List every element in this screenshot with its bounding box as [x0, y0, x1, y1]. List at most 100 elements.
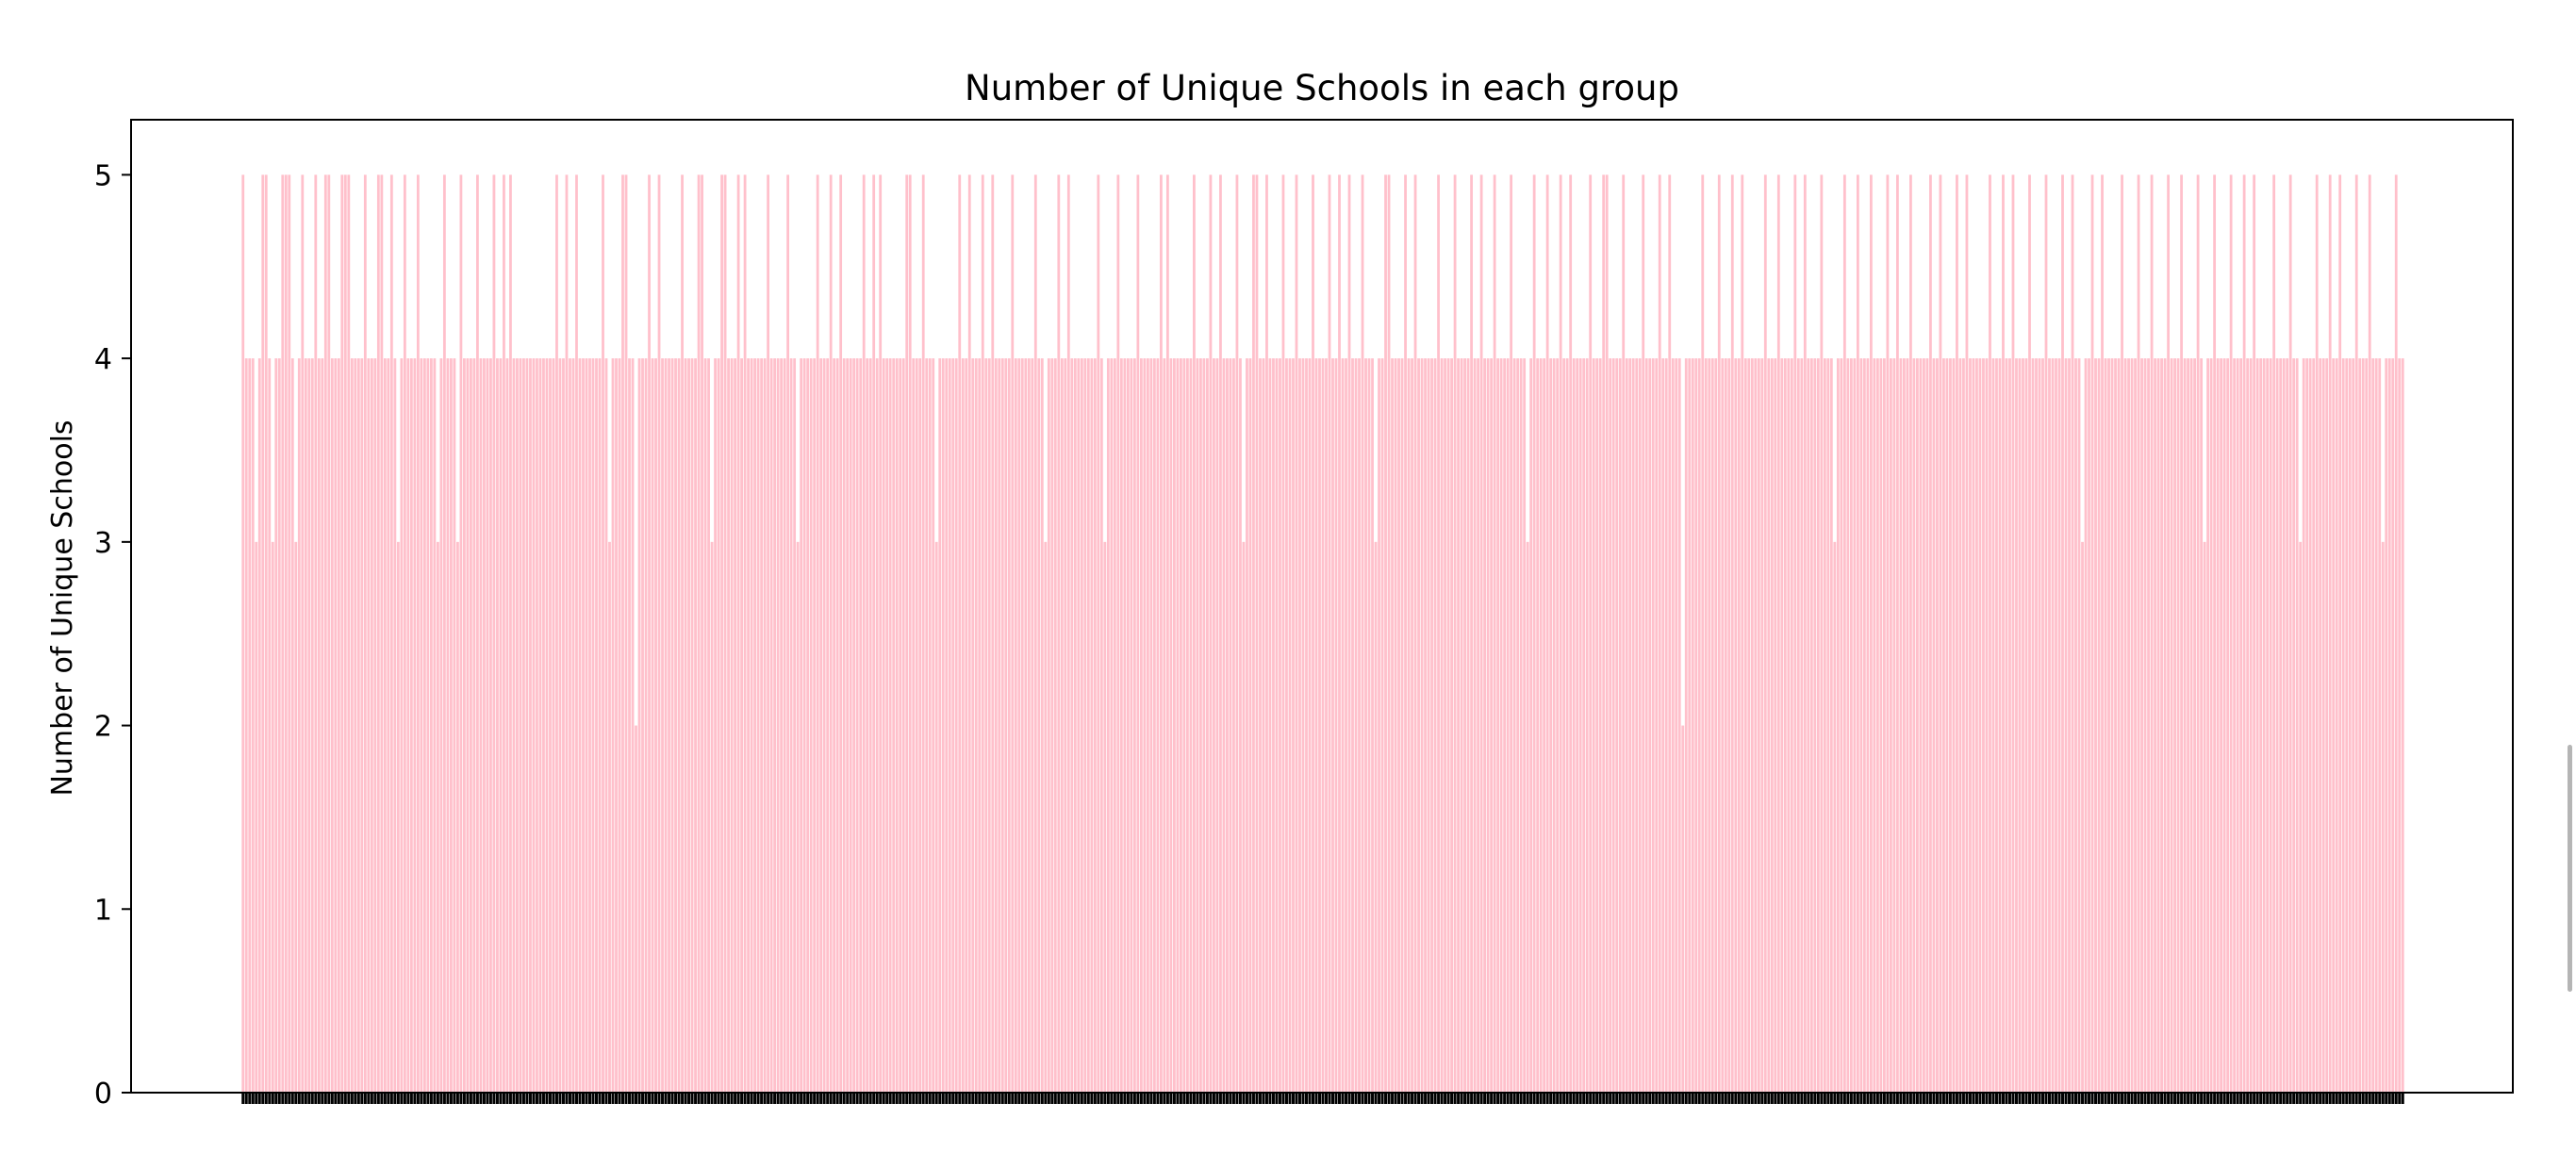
- bar: [2154, 358, 2156, 1093]
- bar: [1215, 358, 1219, 1093]
- bar: [1298, 358, 1301, 1093]
- bar: [409, 358, 413, 1093]
- bar: [542, 358, 545, 1093]
- bar: [879, 174, 883, 1094]
- bar: [2187, 358, 2189, 1093]
- bar: [1053, 358, 1057, 1093]
- bar: [895, 358, 899, 1093]
- bar: [648, 174, 651, 1094]
- bar: [717, 358, 720, 1093]
- bar: [1199, 358, 1202, 1093]
- bar: [2332, 358, 2336, 1093]
- bar: [376, 174, 380, 1094]
- bar: [2220, 358, 2223, 1093]
- bar: [1565, 358, 1569, 1093]
- bar: [1998, 358, 2002, 1093]
- bar: [1070, 358, 1074, 1093]
- bar: [783, 358, 786, 1093]
- vertical-scrollbar[interactable]: [2568, 745, 2572, 992]
- bar: [1578, 358, 1582, 1093]
- y-tick-label: 3: [94, 527, 112, 560]
- bar: [2266, 358, 2270, 1093]
- bar: [2222, 358, 2226, 1093]
- bar: [1057, 174, 1061, 1094]
- bar: [483, 358, 486, 1093]
- bar: [934, 541, 938, 1093]
- bar: [1754, 358, 1758, 1093]
- bar: [591, 358, 595, 1093]
- bar: [1949, 358, 1952, 1093]
- bar: [1305, 358, 1308, 1093]
- bar: [1325, 358, 1328, 1093]
- bar: [747, 358, 750, 1093]
- bar: [264, 174, 268, 1094]
- bar: [2041, 358, 2044, 1093]
- bar: [1727, 358, 1731, 1093]
- bar: [1602, 174, 1606, 1094]
- bar: [978, 358, 982, 1093]
- bar: [1496, 358, 1500, 1093]
- bar: [1638, 358, 1642, 1093]
- bar: [1952, 358, 1956, 1093]
- bar: [356, 358, 360, 1093]
- bar: [1446, 358, 1450, 1093]
- bar: [1193, 174, 1196, 1094]
- bar: [701, 174, 703, 1094]
- bar: [1338, 174, 1341, 1094]
- bar: [1143, 358, 1147, 1093]
- bar: [1956, 174, 1958, 1094]
- bar: [367, 358, 371, 1093]
- bar: [2051, 358, 2055, 1093]
- bar: [690, 358, 694, 1093]
- bar: [1615, 358, 1619, 1093]
- bar: [769, 358, 773, 1093]
- bar: [536, 358, 538, 1093]
- bar: [1347, 174, 1351, 1094]
- bar: [1213, 358, 1215, 1093]
- bar: [1473, 358, 1477, 1093]
- bar: [271, 541, 274, 1093]
- bar: [472, 358, 476, 1093]
- bar: [697, 174, 701, 1094]
- bar: [1916, 358, 1919, 1093]
- bar: [1378, 358, 1380, 1093]
- bar: [1975, 358, 1978, 1093]
- bar: [899, 358, 902, 1093]
- bar: [1889, 358, 1892, 1093]
- bar: [1595, 358, 1599, 1093]
- bar: [294, 541, 298, 1093]
- bar: [2048, 358, 2051, 1093]
- bar: [2239, 358, 2243, 1093]
- bar: [938, 358, 942, 1093]
- bar: [1097, 174, 1100, 1094]
- bar: [2358, 358, 2362, 1093]
- bar: [800, 358, 803, 1093]
- bar: [1816, 358, 1820, 1093]
- bar: [1116, 174, 1120, 1094]
- bar: [707, 358, 710, 1093]
- bar: [2015, 358, 2018, 1093]
- bar: [2328, 174, 2332, 1094]
- bar: [297, 358, 301, 1093]
- bar: [872, 174, 876, 1094]
- bar: [310, 358, 314, 1093]
- bar: [1790, 358, 1793, 1093]
- bar: [1625, 358, 1628, 1093]
- bar: [393, 358, 397, 1093]
- bar: [1345, 358, 1347, 1093]
- bar: [1380, 358, 1384, 1093]
- bar: [1925, 358, 1929, 1093]
- bar: [1862, 358, 1866, 1093]
- bar: [2044, 174, 2048, 1094]
- bar: [1301, 358, 1305, 1093]
- bar: [505, 358, 509, 1093]
- bar: [1163, 358, 1166, 1093]
- bar: [1242, 541, 1246, 1093]
- bar: [2104, 358, 2107, 1093]
- bar: [1457, 358, 1460, 1093]
- bar: [1991, 358, 1995, 1093]
- bar: [1165, 174, 1169, 1094]
- bar: [1648, 358, 1652, 1093]
- bar: [1909, 174, 1912, 1094]
